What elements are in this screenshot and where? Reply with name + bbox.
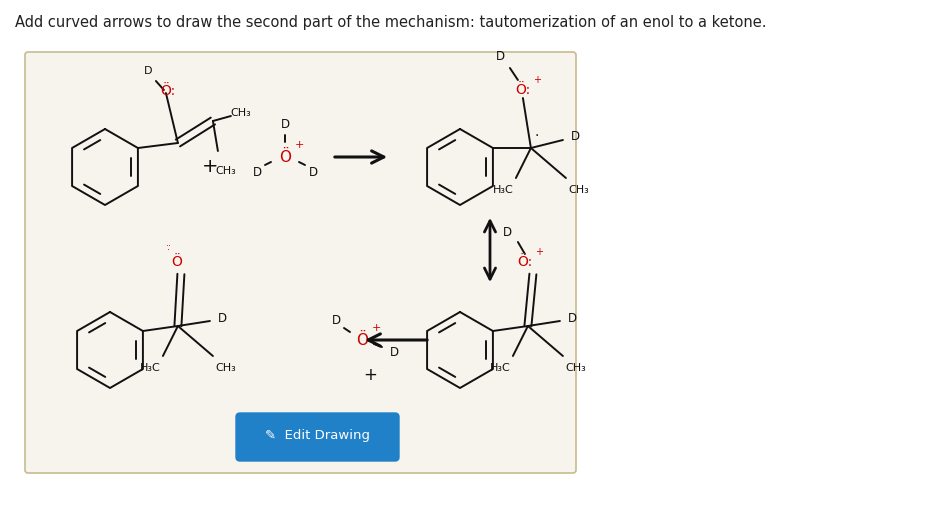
Text: +: + bbox=[294, 140, 304, 150]
Text: +: + bbox=[371, 323, 380, 333]
Text: H₃C: H₃C bbox=[140, 363, 160, 373]
Text: ✎  Edit Drawing: ✎ Edit Drawing bbox=[264, 429, 369, 443]
Text: +: + bbox=[533, 75, 541, 85]
Text: Add curved arrows to draw the second part of the mechanism: tautomerization of a: Add curved arrows to draw the second par… bbox=[15, 15, 766, 30]
Text: H₃C: H₃C bbox=[489, 363, 511, 373]
Text: H₃C: H₃C bbox=[493, 185, 513, 195]
Text: D: D bbox=[281, 119, 289, 131]
Text: D: D bbox=[571, 130, 580, 142]
Text: CH₃: CH₃ bbox=[216, 363, 236, 373]
Text: CH₃: CH₃ bbox=[565, 363, 586, 373]
Text: D: D bbox=[497, 49, 506, 62]
Text: D: D bbox=[309, 165, 317, 178]
Text: Ö: Ö bbox=[279, 150, 291, 164]
Text: Ö:: Ö: bbox=[160, 84, 176, 98]
Text: CH₃: CH₃ bbox=[231, 108, 251, 118]
Text: +: + bbox=[202, 158, 219, 176]
Text: CH₃: CH₃ bbox=[216, 166, 236, 176]
Text: +: + bbox=[535, 247, 543, 257]
Text: D: D bbox=[219, 311, 228, 324]
Text: ·̈: ·̈ bbox=[167, 245, 170, 255]
Text: D: D bbox=[143, 66, 153, 76]
Text: D: D bbox=[331, 313, 340, 327]
Text: Ö: Ö bbox=[356, 332, 368, 348]
Text: Ö:: Ö: bbox=[515, 83, 530, 97]
Text: Ö:: Ö: bbox=[517, 255, 533, 269]
Text: CH₃: CH₃ bbox=[568, 185, 590, 195]
Text: ·: · bbox=[535, 129, 539, 143]
Text: D: D bbox=[503, 226, 512, 238]
FancyBboxPatch shape bbox=[25, 52, 576, 473]
Text: D: D bbox=[390, 345, 399, 359]
Text: D: D bbox=[568, 311, 578, 324]
Text: Ö: Ö bbox=[171, 255, 182, 269]
Text: +: + bbox=[363, 366, 377, 384]
Text: D: D bbox=[252, 165, 261, 178]
FancyBboxPatch shape bbox=[236, 413, 399, 461]
